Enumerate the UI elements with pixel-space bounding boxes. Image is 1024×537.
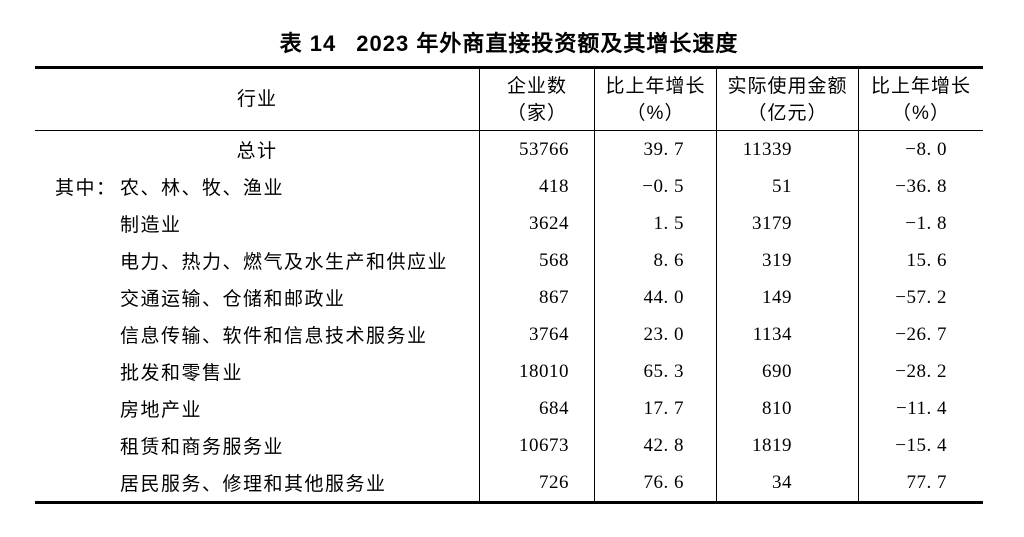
used-amount-cell: 1819 <box>716 427 858 464</box>
industry-name: 信息传输、软件和信息技术服务业 <box>120 326 428 347</box>
header-cell-used-amount: 实际使用金额 （亿元） <box>716 69 858 131</box>
industry-cell: 电力、热力、燃气及水生产和供应业 <box>35 242 479 279</box>
amount-growth-cell: −15. 4 <box>858 427 983 464</box>
amount-growth-cell: 77. 7 <box>858 464 983 501</box>
enterprise-growth-cell: −0. 5 <box>594 168 716 205</box>
industry-cell: 信息传输、软件和信息技术服务业 <box>35 316 479 353</box>
amount-growth-cell: −28. 2 <box>858 353 983 390</box>
used-amount-cell: 319 <box>716 242 858 279</box>
industry-cell: 总计 <box>35 131 479 168</box>
amount-growth-cell: −36. 8 <box>858 168 983 205</box>
enterprise-growth-cell: 44. 0 <box>594 279 716 316</box>
industry-cell: 其中： 农、林、牧、渔业 <box>35 168 479 205</box>
used-amount-cell: 34 <box>716 464 858 501</box>
amount-growth-cell: −11. 4 <box>858 390 983 427</box>
enterprise-growth-cell: 1. 5 <box>594 205 716 242</box>
used-amount-cell: 3179 <box>716 205 858 242</box>
enterprise-count-cell: 867 <box>479 279 594 316</box>
header-cell-enterprise-count: 企业数 （家） <box>479 69 594 131</box>
industry-name: 房地产业 <box>120 400 203 421</box>
industry-cell: 租赁和商务服务业 <box>35 427 479 464</box>
enterprise-count-cell: 3764 <box>479 316 594 353</box>
subcategory-prefix: 其中： <box>55 178 117 199</box>
used-amount-cell: 11339 <box>716 131 858 168</box>
enterprise-growth-cell: 76. 6 <box>594 464 716 501</box>
enterprise-count-cell: 10673 <box>479 427 594 464</box>
industry-name: 电力、热力、燃气及水生产和供应业 <box>120 252 449 273</box>
header-enterprise-growth-label: 比上年增长 <box>605 75 706 97</box>
enterprise-count-cell: 18010 <box>479 353 594 390</box>
used-amount-cell: 51 <box>716 168 858 205</box>
header-enterprise-count-label: 企业数 <box>506 75 567 97</box>
industry-name: 农、林、牧、渔业 <box>120 178 285 199</box>
header-enterprise-count-unit: （家） <box>506 102 567 124</box>
industry-name: 租赁和商务服务业 <box>120 437 285 458</box>
header-amount-growth-label: 比上年增长 <box>870 75 971 97</box>
industry-cell: 房地产业 <box>35 390 479 427</box>
header-cell-industry: 行业 <box>35 69 479 131</box>
industry-name: 居民服务、修理和其他服务业 <box>120 474 387 495</box>
enterprise-count-cell: 726 <box>479 464 594 501</box>
industry-name: 批发和零售业 <box>120 363 244 384</box>
enterprise-growth-cell: 23. 0 <box>594 316 716 353</box>
header-amount-growth-unit: （%） <box>892 102 950 124</box>
used-amount-cell: 149 <box>716 279 858 316</box>
amount-growth-cell: −1. 8 <box>858 205 983 242</box>
header-cell-amount-growth: 比上年增长 （%） <box>858 69 983 131</box>
industry-name: 总计 <box>236 141 278 162</box>
header-used-amount-unit: （亿元） <box>747 102 828 124</box>
enterprise-growth-cell: 42. 8 <box>594 427 716 464</box>
table-number-label: 表 14 <box>279 31 337 56</box>
enterprise-growth-cell: 39. 7 <box>594 131 716 168</box>
enterprise-count-cell: 3624 <box>479 205 594 242</box>
industry-cell: 交通运输、仓储和邮政业 <box>35 279 479 316</box>
industry-cell: 批发和零售业 <box>35 353 479 390</box>
used-amount-cell: 1134 <box>716 316 858 353</box>
used-amount-cell: 810 <box>716 390 858 427</box>
enterprise-count-cell: 684 <box>479 390 594 427</box>
amount-growth-cell: 15. 6 <box>858 242 983 279</box>
industry-cell: 居民服务、修理和其他服务业 <box>35 464 479 501</box>
header-cell-enterprise-growth: 比上年增长 （%） <box>594 69 716 131</box>
amount-growth-cell: −8. 0 <box>858 131 983 168</box>
fdi-table: 行业 企业数 （家） 比上年增长 （%） 实际使用金额 （亿元） 比上年增长 （… <box>35 66 983 504</box>
header-enterprise-growth-unit: （%） <box>626 102 685 124</box>
used-amount-cell: 690 <box>716 353 858 390</box>
industry-name: 制造业 <box>120 215 182 236</box>
industry-name: 交通运输、仓储和邮政业 <box>120 289 346 310</box>
enterprise-growth-cell: 17. 7 <box>594 390 716 427</box>
enterprise-count-cell: 568 <box>479 242 594 279</box>
amount-growth-cell: −26. 7 <box>858 316 983 353</box>
industry-cell: 制造业 <box>35 205 479 242</box>
amount-growth-cell: −57. 2 <box>858 279 983 316</box>
header-used-amount-label: 实际使用金额 <box>727 75 848 97</box>
header-industry-label: 行业 <box>236 89 277 110</box>
page-title: 表 14 2023 年外商直接投资额及其增长速度 <box>35 31 983 57</box>
enterprise-growth-cell: 8. 6 <box>594 242 716 279</box>
table-title-text: 2023 年外商直接投资额及其增长速度 <box>356 31 739 56</box>
enterprise-count-cell: 53766 <box>479 131 594 168</box>
enterprise-count-cell: 418 <box>479 168 594 205</box>
enterprise-growth-cell: 65. 3 <box>594 353 716 390</box>
